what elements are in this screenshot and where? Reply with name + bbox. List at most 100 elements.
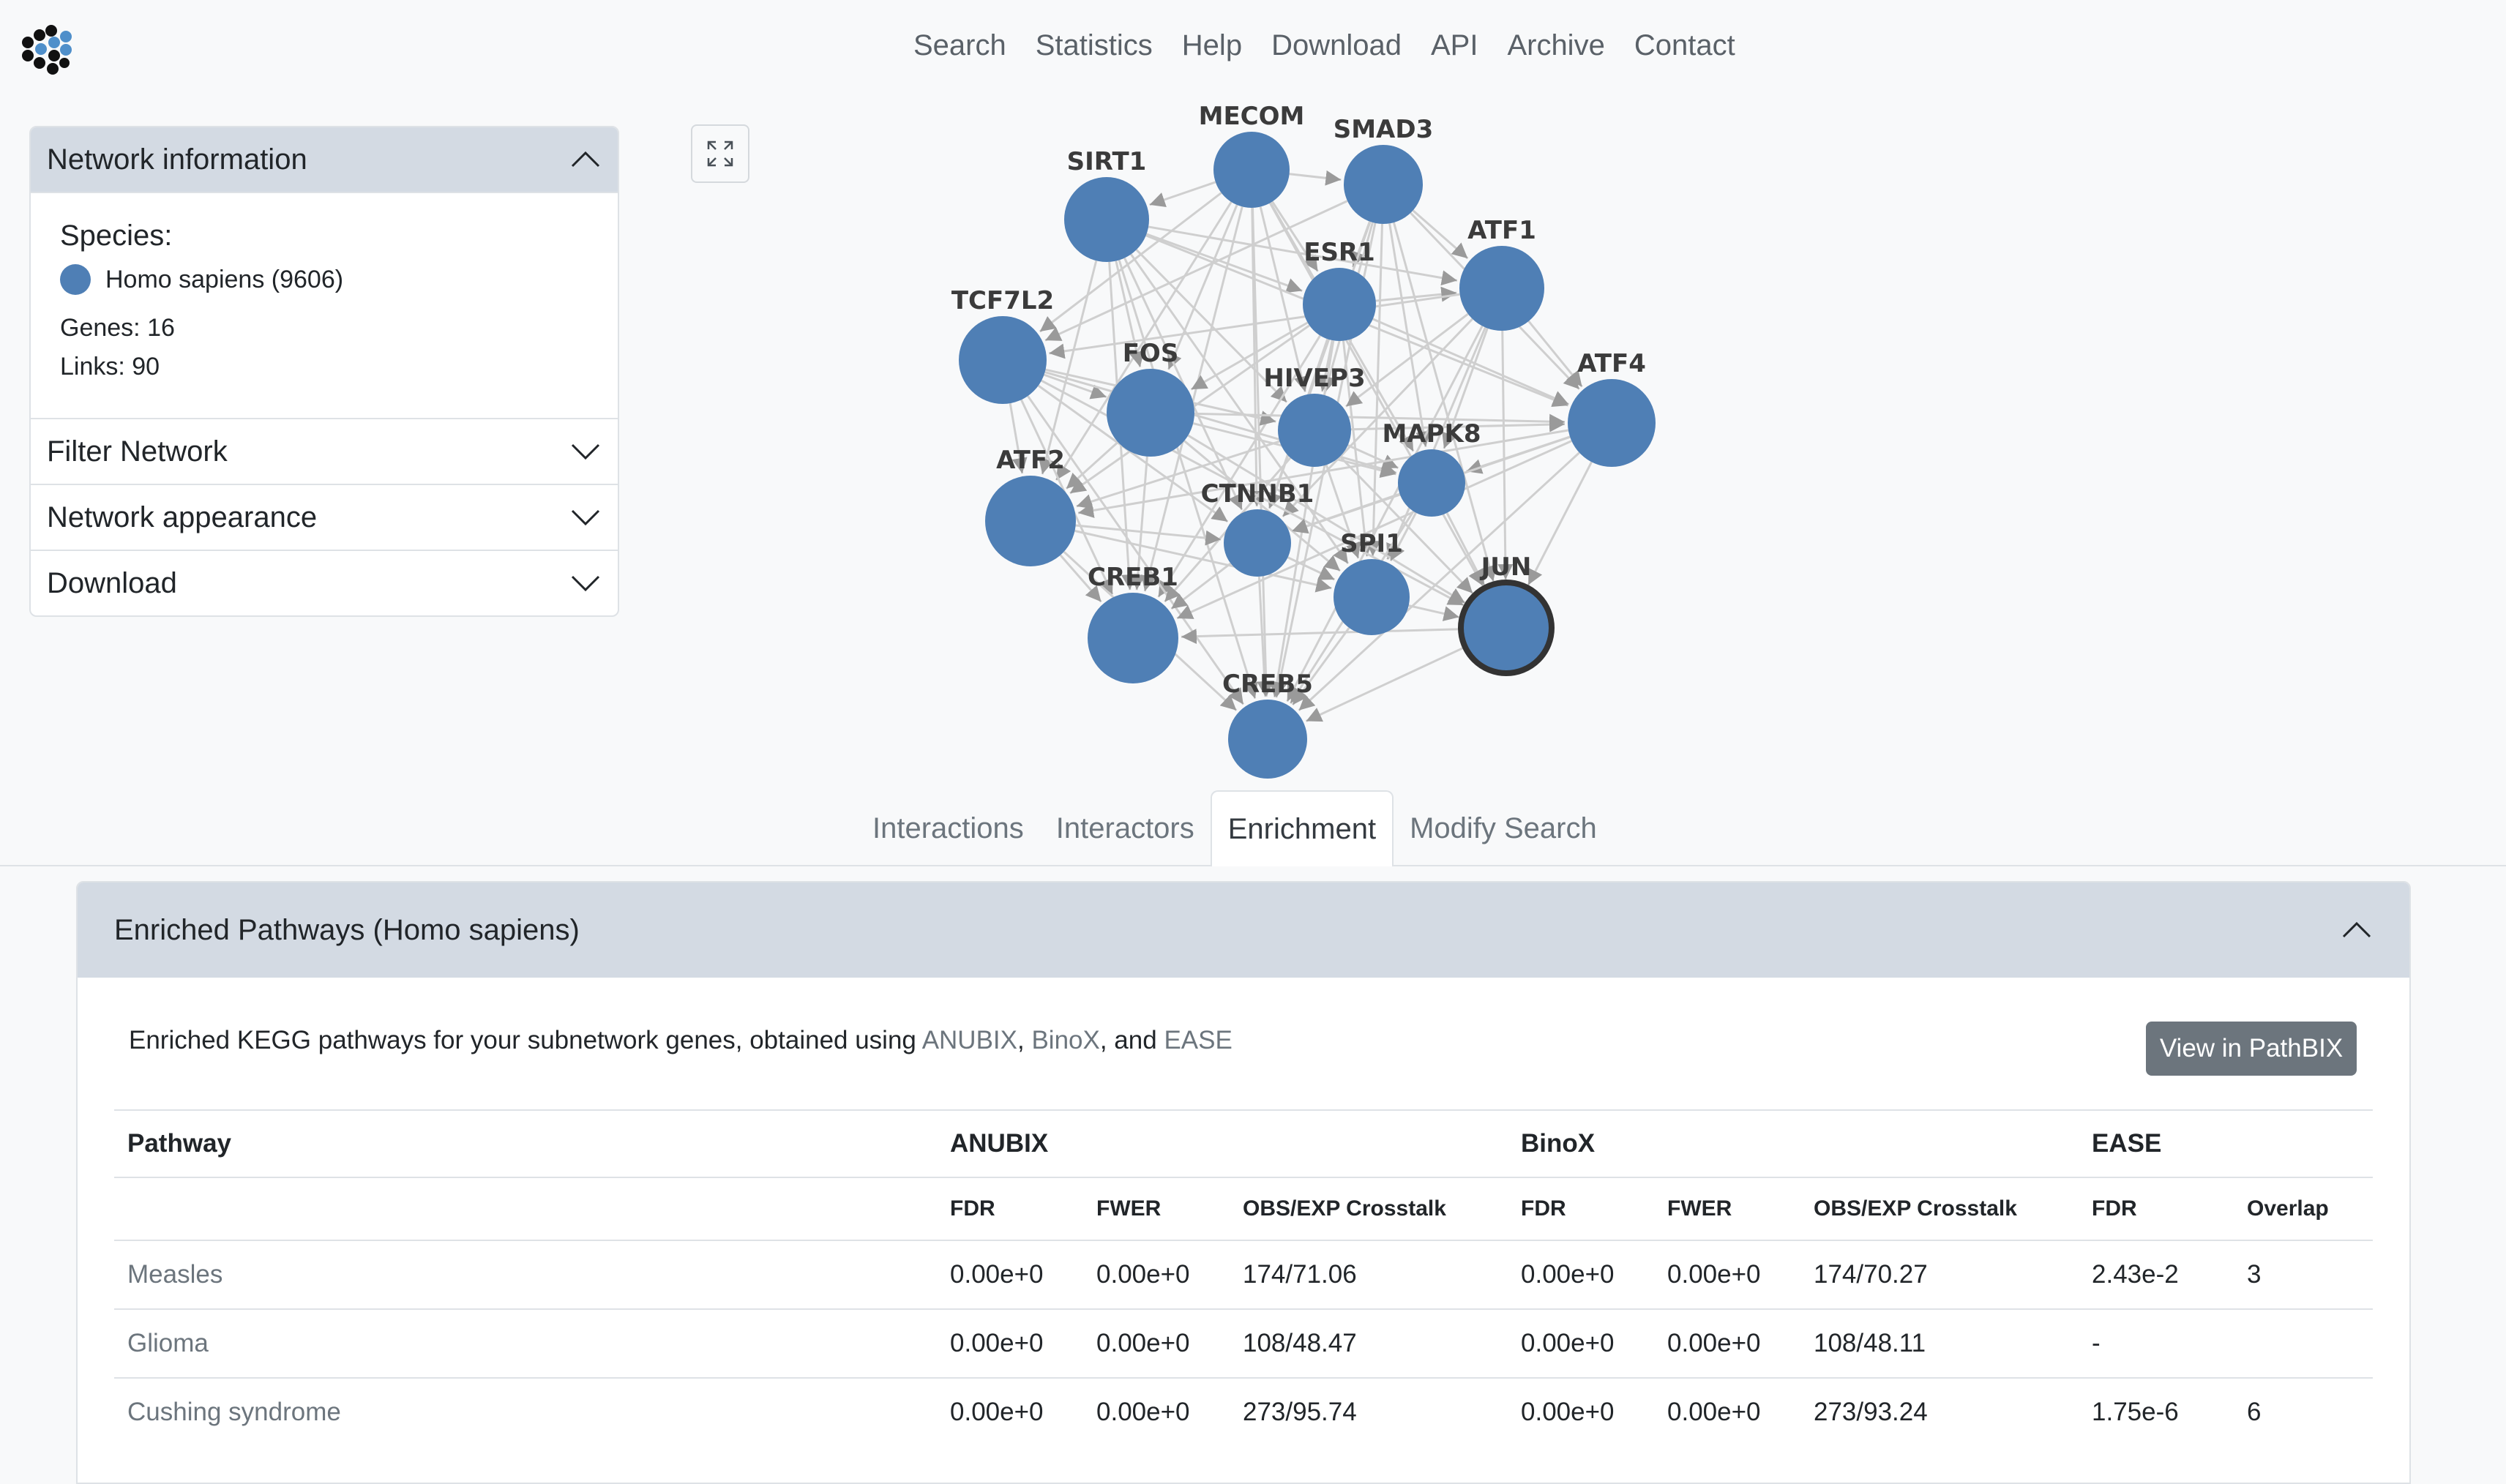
species-color-swatch — [60, 264, 91, 295]
table-cell: 174/71.06 — [1230, 1240, 1508, 1309]
pathway-link[interactable]: Glioma — [114, 1308, 937, 1378]
network-edge — [1305, 645, 1466, 722]
gene-node-mapk8[interactable] — [1398, 449, 1465, 517]
binox-fwer-header: FWER — [1654, 1177, 1800, 1240]
tab-interactors[interactable]: Interactors — [1055, 812, 1194, 844]
network-edge — [1389, 512, 1417, 562]
anubix-fdr-header: FDR — [937, 1177, 1083, 1240]
ease-overlap-header: Overlap — [2234, 1177, 2373, 1240]
species-entry: Homo sapiens (9606) — [60, 264, 588, 295]
anubix-header: ANUBIX — [937, 1109, 1508, 1177]
network-edge — [1039, 260, 1098, 475]
gene-node-atf2[interactable] — [985, 476, 1076, 566]
gene-label-mapk8: MAPK8 — [1382, 419, 1481, 449]
network-edge — [1287, 556, 1336, 581]
network-edge — [1135, 249, 1288, 403]
network-edge — [1181, 628, 1462, 645]
pathway-link[interactable]: Measles — [114, 1240, 937, 1309]
gene-node-spi1[interactable] — [1334, 559, 1410, 635]
network-edge — [1027, 395, 1245, 705]
nav-api[interactable]: API — [1430, 29, 1478, 61]
gene-node-fos[interactable] — [1107, 369, 1194, 457]
gene-node-atf1[interactable] — [1459, 246, 1544, 331]
enrichment-panel-header[interactable]: Enriched Pathways (Homo sapiens) — [78, 882, 2409, 978]
enrichment-panel: Enriched Pathways (Homo sapiens) Enriche… — [76, 881, 2411, 1484]
filter-network-header[interactable]: Filter Network — [31, 419, 618, 485]
network-edge — [1412, 209, 1469, 260]
network-edge — [1251, 207, 1274, 697]
gene-node-esr1[interactable] — [1303, 268, 1376, 341]
nav-search[interactable]: Search — [913, 29, 1006, 61]
chevron-up-icon — [2342, 921, 2371, 938]
anubix-fwer-header: FWER — [1083, 1177, 1230, 1240]
network-edge — [1115, 261, 1145, 367]
table-cell: 0.00e+0 — [1508, 1308, 1654, 1378]
species-value: Homo sapiens (9606) — [105, 265, 344, 293]
gene-node-sirt1[interactable] — [1064, 177, 1149, 262]
gene-label-jun: JUN — [1480, 552, 1532, 582]
binox-link[interactable]: BinoX — [1031, 1026, 1100, 1054]
gene-node-smad3[interactable] — [1344, 145, 1423, 224]
gene-node-creb5[interactable] — [1228, 700, 1307, 779]
network-information-header[interactable]: Network information — [31, 127, 618, 193]
fullscreen-button[interactable] — [691, 124, 749, 183]
network-edge — [1298, 451, 1580, 711]
network-edge — [1347, 444, 1399, 469]
pathway-header: Pathway — [114, 1109, 937, 1177]
download-header[interactable]: Download — [31, 551, 618, 615]
network-appearance-header[interactable]: Network appearance — [31, 485, 618, 551]
view-in-pathbix-button[interactable]: View in PathBIX — [2146, 1022, 2357, 1076]
tab-interactions[interactable]: Interactions — [872, 812, 1024, 844]
gene-node-atf4[interactable] — [1568, 379, 1656, 467]
network-edge — [1074, 530, 1332, 593]
table-cell: 174/70.27 — [1800, 1240, 2079, 1309]
network-edge — [1059, 554, 1102, 603]
anubix-crosstalk-header: OBS/EXP Crosstalk — [1230, 1177, 1508, 1240]
gene-node-mecom[interactable] — [1213, 132, 1290, 208]
gene-label-mecom: MECOM — [1199, 102, 1305, 131]
gene-node-jun[interactable] — [1458, 580, 1555, 676]
gene-node-tcf7l2[interactable] — [959, 316, 1047, 404]
nav-help[interactable]: Help — [1181, 29, 1243, 61]
gene-node-ctnnb1[interactable] — [1224, 509, 1291, 577]
network-edge — [1325, 464, 1361, 559]
network-edge — [1049, 293, 1460, 359]
intro-text: Enriched KEGG pathways for your subnetwo… — [129, 1026, 922, 1054]
ease-link[interactable]: EASE — [1164, 1026, 1233, 1054]
network-edge — [1145, 233, 1303, 293]
nav-download[interactable]: Download — [1271, 29, 1402, 61]
binox-fdr-header: FDR — [1508, 1177, 1654, 1240]
gene-node-creb1[interactable] — [1088, 593, 1178, 683]
ease-fdr-header: FDR — [2079, 1177, 2234, 1240]
table-cell: 0.00e+0 — [1654, 1240, 1800, 1309]
nav-archive[interactable]: Archive — [1507, 29, 1605, 61]
network-edge — [1286, 325, 1484, 702]
links-count: Links: 90 — [60, 353, 160, 381]
network-edge — [1345, 312, 1469, 408]
nav-statistics[interactable]: Statistics — [1035, 29, 1153, 61]
network-edge — [1075, 524, 1222, 546]
table-cell: 0.00e+0 — [1083, 1377, 1230, 1446]
binox-header: BinoX — [1508, 1109, 2079, 1177]
gene-label-spi1: SPI1 — [1340, 529, 1403, 558]
sidebar-accordion: Network information Species: Homo sapien… — [29, 126, 619, 617]
gene-label-tcf7l2: TCF7L2 — [951, 286, 1054, 315]
pathway-link[interactable]: Cushing syndrome — [114, 1377, 937, 1446]
tab-modify-search[interactable]: Modify Search — [1410, 812, 1597, 844]
network-edge — [1170, 562, 1232, 610]
gene-node-hivep3[interactable] — [1278, 394, 1351, 467]
logo-icon[interactable] — [20, 20, 76, 76]
anubix-link[interactable]: ANUBIX — [921, 1026, 1017, 1054]
gene-label-smad3: SMAD3 — [1334, 115, 1434, 144]
tab-enrichment[interactable]: Enrichment — [1210, 790, 1394, 866]
genes-count: Genes: 16 — [60, 314, 175, 342]
nav-contact[interactable]: Contact — [1634, 29, 1735, 61]
table-cell: 0.00e+0 — [937, 1240, 1083, 1309]
pathway-subheader-empty — [114, 1177, 937, 1240]
network-edge — [1271, 201, 1319, 272]
network-edge — [1009, 402, 1028, 474]
network-graph[interactable]: MECOM SMAD3 SIRT1 ESR1 ATF1 TCF7L2 FOS HIVEP3 AT… — [951, 88, 1669, 790]
gene-label-ctnnb1: CTNNB1 — [1201, 479, 1314, 509]
network-edge — [1386, 326, 1486, 560]
enrichment-table: Pathway ANUBIX BinoX EASE FDR FWER OBS/E… — [114, 1109, 2373, 1446]
